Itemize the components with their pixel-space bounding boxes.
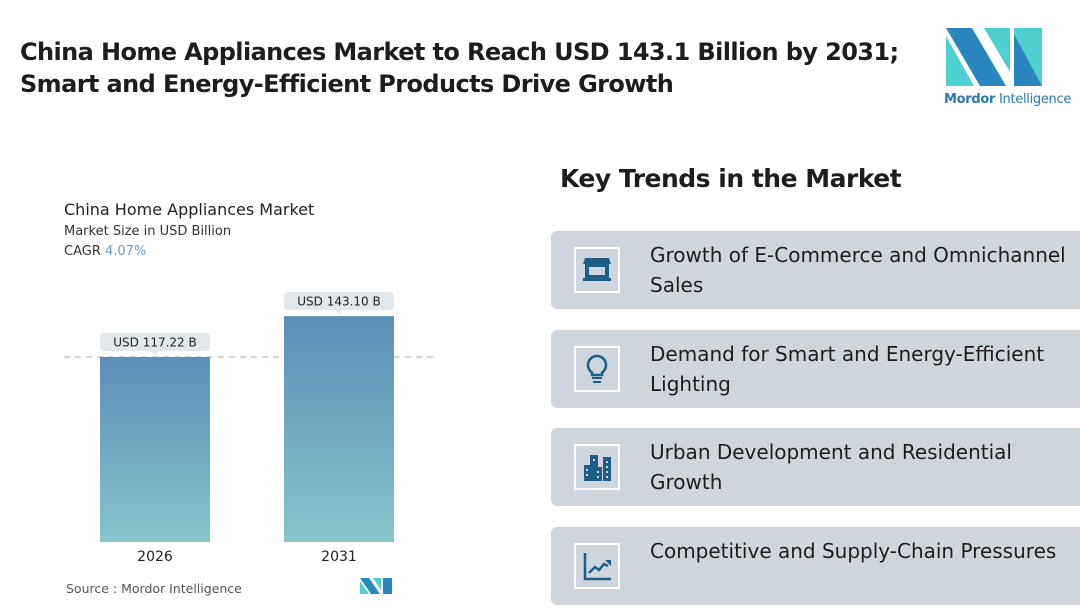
buildings-icon [574,444,620,490]
data-label-pointer [335,310,343,315]
source-note: Source : Mordor Intelligence [66,581,242,596]
cagr: CAGR 4.07% [64,244,147,259]
bar-2031 [284,316,394,542]
lightbulb-icon [574,345,620,392]
trend-label: Demand for Smart and Energy-Efficient Li… [650,341,1045,396]
trend-card: Demand for Smart and Energy-Efficient Li… [551,329,1080,408]
trend-chart-icon [574,542,620,589]
bar-chart: USD 117.22 B 2026 USD 143.10 B 2031 [64,292,434,565]
storefront-icon [574,247,620,293]
bar-2026 [100,357,210,542]
data-label: USD 117.22 B [113,336,197,350]
trend-card: Urban Development and Residential Growth [551,428,1080,506]
trends-heading: Key Trends in the Market [560,164,902,193]
trend-label: Urban Development and Residential Growth [650,440,1012,494]
mordor-logo: Mordor Intelligence [944,28,1071,107]
page-title: China Home Appliances Market to Reach US… [20,38,899,98]
data-label: USD 143.10 B [297,295,381,309]
data-label-pointer [151,351,159,355]
trend-card: Growth of E-Commerce and Omnichannel Sal… [551,231,1080,309]
data-label-bg [284,292,394,311]
x-tick-label: 2026 [137,549,173,565]
trend-label: Competitive and Supply-Chain Pressures [650,538,1057,563]
x-tick-label: 2031 [321,549,357,565]
trend-card: Competitive and Supply-Chain Pressures [551,526,1080,605]
chart-subtitle: Market Size in USD Billion [64,224,232,239]
logo-mark-icon [946,28,1042,86]
data-label-bg [100,333,210,351]
trend-label: Growth of E-Commerce and Omnichannel Sal… [650,243,1066,297]
chart-title: China Home Appliances Market [64,200,315,219]
small-logo-icon [360,578,392,594]
